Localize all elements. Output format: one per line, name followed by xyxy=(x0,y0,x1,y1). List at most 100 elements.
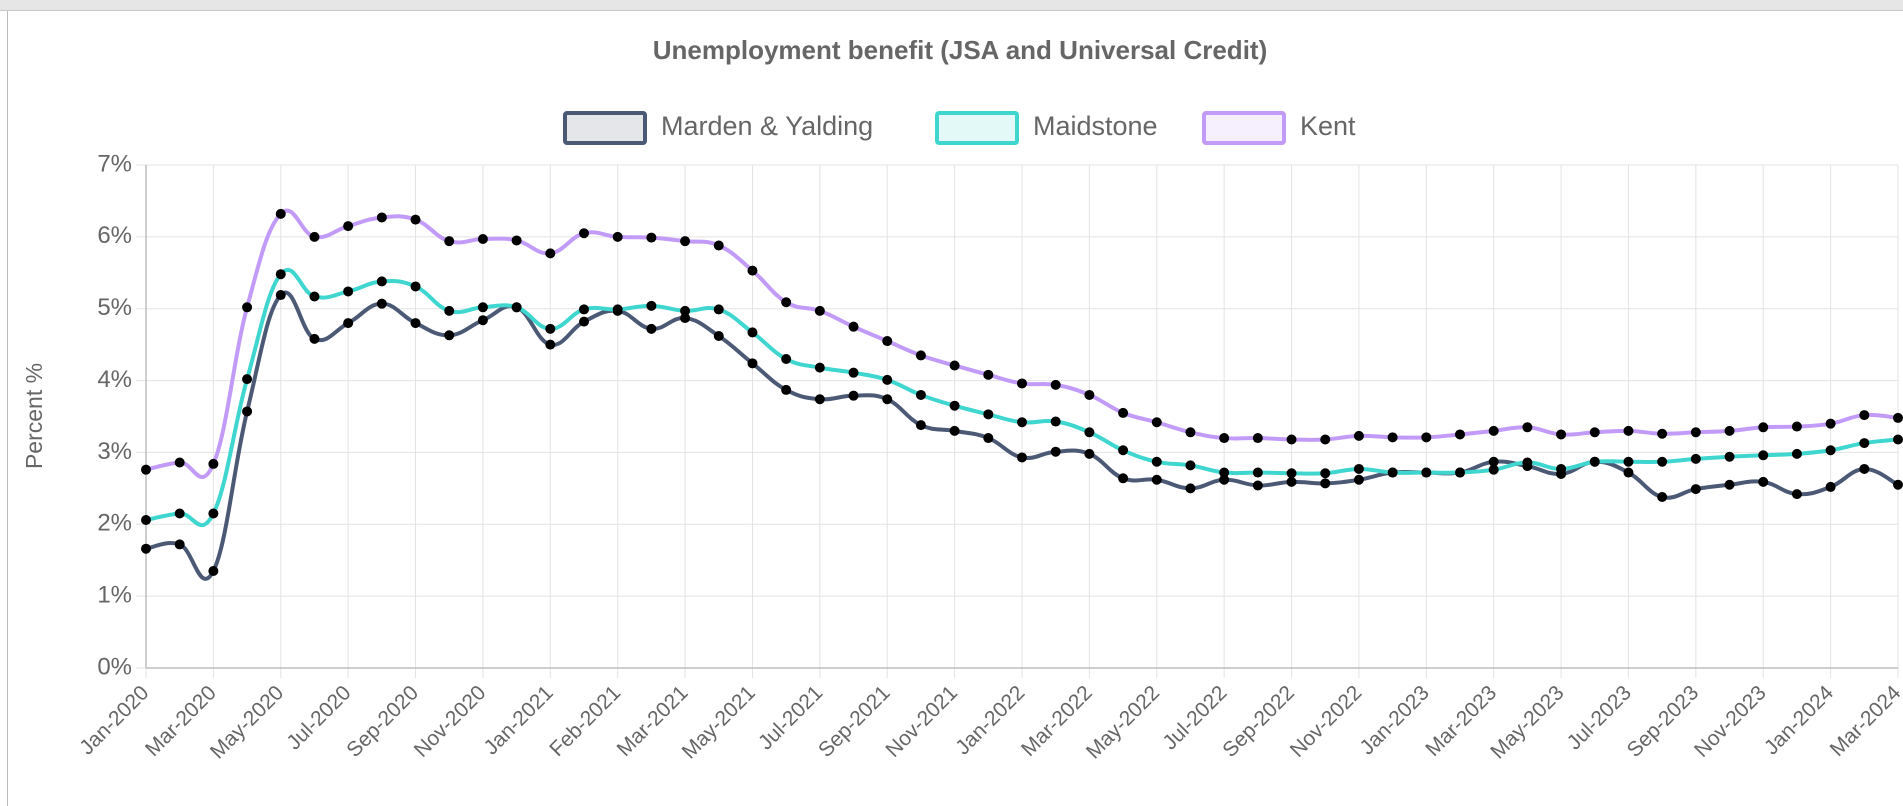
data-point xyxy=(579,304,589,315)
y-tick-label: 1% xyxy=(97,581,132,608)
data-point xyxy=(1825,481,1836,492)
data-point xyxy=(444,305,455,316)
data-point xyxy=(208,458,219,469)
data-point xyxy=(1286,476,1297,487)
data-point xyxy=(275,290,286,301)
data-point xyxy=(1252,480,1263,491)
data-point xyxy=(1050,416,1061,427)
data-point xyxy=(949,360,960,371)
data-point xyxy=(1791,448,1802,459)
x-tick-label: May-2020 xyxy=(206,681,288,763)
data-point xyxy=(511,302,522,313)
data-point xyxy=(1893,479,1903,490)
data-point xyxy=(444,236,455,247)
data-point xyxy=(680,313,691,324)
data-point xyxy=(1623,456,1634,467)
x-tick-label: Nov-2020 xyxy=(410,681,491,762)
data-point xyxy=(1791,421,1802,432)
legend-swatch xyxy=(563,111,647,145)
data-point xyxy=(1185,427,1196,438)
data-point xyxy=(174,539,185,550)
data-point xyxy=(1286,468,1297,479)
data-point xyxy=(1151,417,1162,428)
data-point xyxy=(1488,425,1499,436)
data-point xyxy=(174,457,185,468)
data-point xyxy=(1488,456,1499,467)
data-point xyxy=(747,265,758,276)
data-point xyxy=(410,318,421,329)
data-point xyxy=(1118,407,1129,418)
x-tick-label: Jan-2022 xyxy=(951,681,1029,759)
data-point xyxy=(1657,491,1668,502)
data-point xyxy=(477,315,488,326)
x-tick-label: Nov-2023 xyxy=(1690,681,1771,762)
data-point xyxy=(1151,474,1162,485)
data-point xyxy=(343,318,354,329)
data-point xyxy=(275,208,286,219)
x-tick-label: Nov-2021 xyxy=(881,681,962,762)
browser-bar xyxy=(0,0,1903,11)
data-point xyxy=(444,330,455,341)
data-point xyxy=(949,400,960,411)
data-point xyxy=(1017,417,1027,428)
x-tick-label: Jan-2023 xyxy=(1356,681,1434,759)
data-point xyxy=(1084,389,1095,400)
data-point xyxy=(1488,464,1499,475)
data-point xyxy=(1050,446,1061,457)
data-point xyxy=(376,276,387,287)
data-point xyxy=(713,304,724,315)
data-point xyxy=(983,409,994,420)
data-point xyxy=(781,384,792,395)
chart-frame xyxy=(7,11,1903,806)
data-point xyxy=(882,394,893,405)
legend-swatch xyxy=(935,111,1019,145)
x-tick-label: Nov-2022 xyxy=(1286,681,1367,762)
data-point xyxy=(1825,445,1836,456)
data-point xyxy=(1353,474,1364,485)
data-point xyxy=(781,297,792,308)
data-point xyxy=(848,367,859,378)
data-point xyxy=(410,281,421,292)
data-point xyxy=(1252,467,1263,478)
data-point xyxy=(1185,460,1196,471)
data-point xyxy=(174,508,185,519)
data-point xyxy=(1623,425,1634,436)
y-tick-label: 0% xyxy=(97,653,132,680)
legend-label: Maidstone xyxy=(1033,111,1158,141)
data-point xyxy=(1320,434,1331,445)
data-point xyxy=(1353,430,1364,441)
data-point xyxy=(848,321,859,332)
y-tick-label: 5% xyxy=(97,294,132,321)
data-point xyxy=(612,304,623,315)
data-point xyxy=(1522,422,1533,433)
data-point xyxy=(511,235,522,246)
x-tick-label: Mar-2024 xyxy=(1826,681,1903,761)
data-point xyxy=(983,369,994,380)
data-point xyxy=(1185,483,1196,494)
data-point xyxy=(1320,478,1331,489)
data-point xyxy=(376,298,387,309)
data-point xyxy=(1657,428,1668,439)
data-point xyxy=(242,302,253,313)
data-point xyxy=(208,508,219,519)
data-point xyxy=(343,286,354,297)
data-point xyxy=(781,354,792,365)
data-point xyxy=(477,234,488,245)
data-point xyxy=(915,420,926,431)
data-point xyxy=(1758,476,1769,487)
data-point xyxy=(1017,452,1027,463)
data-point xyxy=(1017,378,1027,389)
data-point xyxy=(242,374,253,385)
y-tick-label: 7% xyxy=(97,150,132,177)
data-point xyxy=(882,336,893,347)
data-point xyxy=(713,240,724,251)
y-tick-label: 4% xyxy=(97,366,132,393)
data-point xyxy=(612,231,623,242)
x-tick-label: May-2022 xyxy=(1082,681,1164,763)
data-point xyxy=(848,390,859,401)
data-point xyxy=(1084,448,1095,459)
data-point xyxy=(545,339,556,350)
data-point xyxy=(1724,479,1735,490)
x-tick-label: May-2023 xyxy=(1486,681,1568,763)
